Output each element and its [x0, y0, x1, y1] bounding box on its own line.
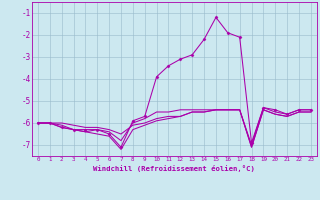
X-axis label: Windchill (Refroidissement éolien,°C): Windchill (Refroidissement éolien,°C) — [93, 165, 255, 172]
